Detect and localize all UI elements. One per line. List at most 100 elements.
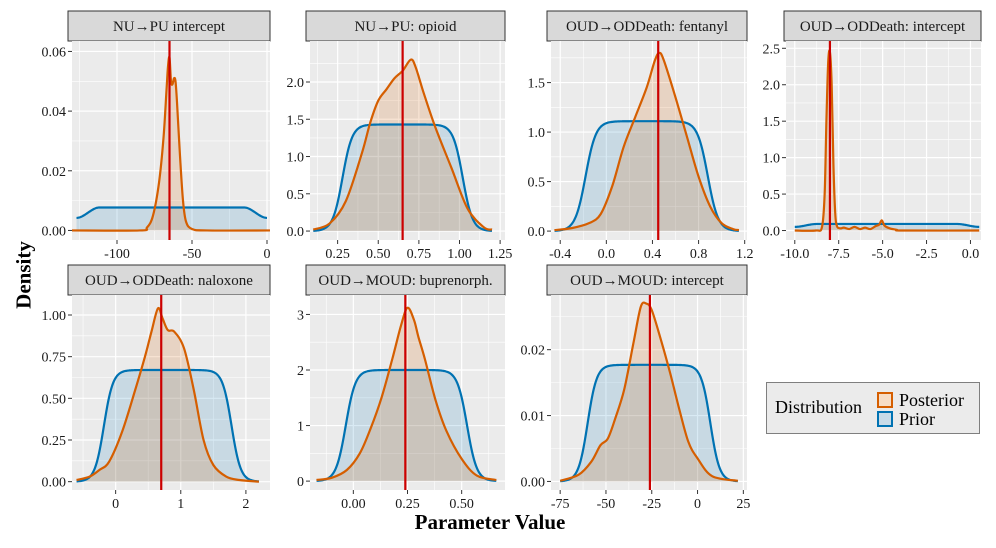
- panel-7-y-tick-label: 0.00: [521, 475, 546, 490]
- panel-3-prior-area: [554, 121, 739, 232]
- panel-4-title: OUD→ODDeath: intercept: [800, 19, 966, 35]
- panel-4-y-tick-label: 0.0: [763, 225, 781, 240]
- panel-4-y-tick-label: 1.5: [763, 115, 781, 130]
- panel-2-y-tick-label: 0.0: [287, 225, 305, 240]
- panel-1-prior-line: [76, 206, 268, 220]
- panel-1-title: NU→PU intercept: [113, 19, 226, 35]
- panel-4-posterior-area: [794, 50, 980, 231]
- panel-1-x-tick-label: -100: [104, 247, 130, 262]
- panel-1-strip: [67, 10, 271, 42]
- panel-3-x-tick-label: 0.8: [690, 247, 708, 262]
- panel-3-strip: [546, 10, 748, 42]
- panel-1-prior-area: [76, 207, 267, 231]
- panel-7-title: OUD→MOUD: intercept: [570, 273, 725, 289]
- panel-5-y-tick-label: 0.00: [42, 476, 67, 491]
- panel-3-x-tick-label: -0.4: [549, 247, 571, 262]
- legend-key-posterior: [877, 392, 893, 408]
- panel-3-y-tick-label: 1.5: [528, 77, 546, 92]
- panel-3-title: OUD→ODDeath: fentanyl: [566, 19, 728, 35]
- panel-7-x-tick-label: -75: [551, 497, 570, 512]
- panel-3-x-tick-label: 1.2: [736, 247, 754, 262]
- legend: Distribution Posterior Prior: [766, 382, 980, 434]
- panel-1-y-tick-label: 0.06: [42, 45, 67, 60]
- panel-6-x-tick-label: 0.00: [341, 497, 366, 512]
- panel-5-x-tick-label: 1: [177, 497, 184, 512]
- panel-5-y-tick-label: 0.75: [42, 351, 67, 366]
- panel-5-title: OUD→ODDeath: naloxone: [85, 273, 253, 289]
- panel-6-strip: [305, 264, 506, 296]
- panel-3-x-tick-label: 0.0: [598, 247, 616, 262]
- panel-5-y-tick-label: 0.50: [42, 392, 67, 407]
- panel-3-prior-line: [554, 120, 739, 232]
- panel-2-x-tick-label: 1.25: [488, 247, 513, 262]
- panel-4-strip: [783, 10, 982, 42]
- panel-2-y-tick-label: 1.5: [287, 113, 305, 128]
- panel-5-prior-area: [76, 370, 259, 482]
- panel-1-x-tick-label: -50: [183, 247, 202, 262]
- panel-2-x-tick-label: 0.50: [366, 247, 391, 262]
- panel-7-y-tick-label: 0.02: [521, 344, 546, 359]
- panel-5-x-tick-label: 0: [112, 497, 119, 512]
- panel-6-y-tick-label: 3: [297, 308, 304, 323]
- legend-key-prior: [877, 411, 893, 427]
- panel-4-x-tick-label: -5.0: [872, 247, 894, 262]
- panel-1-y-tick-label: 0.04: [42, 105, 67, 120]
- panel-2-y-tick-label: 2.0: [287, 76, 305, 91]
- panel-7-x-tick-label: -50: [597, 497, 616, 512]
- panel-1-posterior-area: [72, 56, 270, 231]
- panel-5-posterior-area: [76, 307, 259, 482]
- panel-2-title: NU→PU: opioid: [354, 19, 457, 35]
- panel-2-x-tick-label: 0.75: [407, 247, 432, 262]
- panel-1-y-tick-label: 0.02: [42, 165, 67, 180]
- panel-4-x-tick-label: -7.5: [828, 247, 850, 262]
- panel-3-y-tick-label: 0.5: [528, 176, 546, 191]
- legend-title: Distribution: [775, 397, 863, 417]
- panel-1-posterior-line: [72, 55, 270, 232]
- panel-6-x-tick-label: 0.50: [449, 497, 474, 512]
- panel-1-x-tick-label: 0: [264, 247, 271, 262]
- panel-5-posterior-line: [76, 306, 260, 483]
- panel-6-y-tick-label: 2: [297, 364, 304, 379]
- panel-4-y-tick-label: 2.5: [763, 42, 781, 57]
- panel-5-x-tick-label: 2: [242, 497, 249, 512]
- panel-4: OUD→ODDeath: intercept -10.0 -7.5 -5.0 -2.5 0…: [763, 10, 982, 262]
- panel-3-y-tick-label: 0.0: [528, 225, 546, 240]
- panel-6-title: OUD→MOUD: buprenorph.: [318, 273, 492, 289]
- panel-7-x-tick-label: -25: [642, 497, 661, 512]
- panel-7-posterior-line: [559, 301, 739, 482]
- panel-7-y-tick-label: 0.01: [521, 410, 546, 425]
- panel-1-y-tick-label: 0.00: [42, 224, 67, 239]
- panel-5: OUD→ODDeath: naloxone 0 1 2 0.00 0.25 0.50 0.75…: [42, 264, 271, 512]
- panel-2-x-tick-label: 0.25: [325, 247, 350, 262]
- panel-6-y-tick-label: 1: [297, 420, 304, 435]
- panel-2-x-tick-label: 1.00: [447, 247, 472, 262]
- panel-4-x-tick-label: 0.0: [962, 247, 980, 262]
- panel-7: OUD→MOUD: intercept -75 -50 -25 0 25 0.00 0.01 0…: [521, 264, 750, 512]
- panel-7-x-tick-label: 0: [694, 497, 701, 512]
- panel-4-y-tick-label: 2.0: [763, 79, 781, 94]
- panel-4-y-tick-label: 0.5: [763, 188, 781, 203]
- panel-1: NU→PU intercept -100 -50 0 0.00 0.02 0.04 0.06: [42, 10, 271, 262]
- panel-2-y-tick-label: 0.5: [287, 188, 305, 203]
- panel-4-posterior-line: [794, 49, 980, 232]
- panel-2-y-tick-label: 1.0: [287, 151, 305, 166]
- panel-6-y-tick-label: 0: [297, 475, 304, 490]
- panel-6: OUD→MOUD: buprenorph. 0.00 0.25 0.50 0 1 2 3: [297, 264, 506, 512]
- panel-3-x-tick-label: 0.4: [644, 247, 662, 262]
- panel-4-x-tick-label: -2.5: [915, 247, 937, 262]
- panel-2: NU→PU: opioid 0.25 0.50 0.75 1.00 1.25 0.0 0.5 1…: [287, 10, 513, 262]
- panel-5-prior-line: [76, 368, 259, 483]
- panel-6-x-tick-label: 0.25: [395, 497, 420, 512]
- legend-label-prior: Prior: [899, 409, 935, 429]
- panel-3-y-tick-label: 1.0: [528, 126, 546, 141]
- panel-4-x-tick-label: -10.0: [780, 247, 809, 262]
- panel-3-posterior-area: [554, 52, 739, 232]
- panel-5-y-tick-label: 0.25: [42, 434, 67, 449]
- x-axis-title: Parameter Value: [414, 510, 566, 534]
- panel-4-plot-area: [786, 41, 981, 240]
- panel-5-y-tick-label: 1.00: [42, 309, 67, 324]
- legend-label-posterior: Posterior: [899, 390, 964, 410]
- y-axis-title: Density: [11, 241, 36, 309]
- panel-6-posterior-line: [316, 306, 497, 482]
